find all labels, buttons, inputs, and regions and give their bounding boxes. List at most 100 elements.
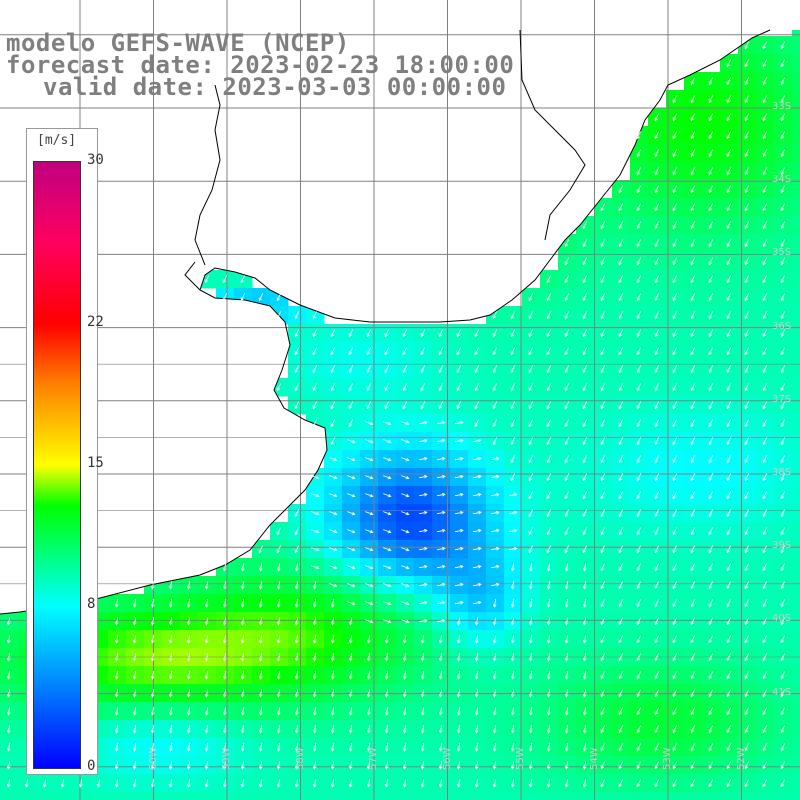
wind-arrow	[708, 311, 714, 320]
wind-arrow	[654, 545, 660, 554]
wind-arrow	[419, 528, 428, 533]
wind-speed-cell	[792, 702, 800, 721]
wind-arrow	[276, 311, 282, 320]
wind-arrow	[491, 492, 500, 497]
wind-arrow	[276, 383, 282, 392]
wind-arrow	[509, 528, 518, 533]
wind-arrow	[6, 779, 11, 788]
wind-arrow	[402, 383, 408, 392]
wind-arrow	[365, 421, 374, 426]
wind-arrow	[564, 437, 570, 446]
wind-arrow	[564, 671, 569, 680]
wind-arrow	[618, 365, 624, 374]
wind-arrow	[708, 293, 714, 302]
wind-arrow	[564, 257, 570, 266]
wind-arrow	[582, 509, 588, 518]
wind-arrow	[438, 635, 443, 644]
wind-arrow	[492, 329, 498, 338]
wind-arrow	[204, 671, 209, 680]
wind-arrow	[294, 653, 299, 662]
wind-arrow	[708, 473, 714, 482]
wind-speed-cell	[576, 792, 595, 800]
wind-speed-cell	[72, 792, 91, 800]
model-title: modelo GEFS-WAVE (NCEP)	[6, 29, 350, 57]
wind-arrow	[636, 311, 642, 320]
wind-arrow	[294, 599, 299, 608]
wind-arrow	[401, 493, 410, 498]
wind-arrow	[186, 671, 191, 680]
wind-arrow	[780, 725, 786, 734]
wind-arrow	[312, 347, 318, 356]
wind-arrow	[186, 635, 191, 644]
wind-speed-cell	[612, 792, 631, 800]
wind-arrow	[780, 617, 786, 626]
wind-arrow	[420, 635, 425, 644]
wind-arrow	[168, 581, 173, 590]
wind-arrow	[492, 365, 498, 374]
wind-arrow	[401, 583, 410, 588]
wind-arrow	[528, 743, 533, 752]
wind-arrow	[672, 257, 678, 266]
wind-arrow	[132, 599, 137, 608]
wind-arrow	[600, 455, 606, 464]
wind-arrow	[708, 221, 714, 230]
latitude-label: 40S	[772, 613, 792, 625]
wind-arrow	[204, 725, 209, 734]
wind-arrow	[348, 635, 353, 644]
wind-arrow	[582, 275, 588, 284]
wind-arrow	[762, 401, 768, 410]
wind-arrow	[636, 167, 642, 176]
wind-arrow	[473, 564, 482, 569]
wind-speed-cell	[792, 306, 800, 325]
wind-arrow	[636, 365, 642, 374]
wind-arrow	[402, 707, 407, 716]
wind-arrow	[347, 475, 356, 480]
wind-arrow	[780, 59, 786, 68]
wind-arrow	[690, 275, 696, 284]
wind-arrow	[384, 329, 390, 338]
wind-arrow	[762, 509, 768, 518]
wind-arrow	[456, 365, 462, 374]
wind-arrow	[582, 365, 588, 374]
wind-speed-cell	[792, 108, 800, 127]
wind-speed-cell	[792, 792, 800, 800]
wind-arrow	[546, 293, 552, 302]
wind-arrow	[114, 707, 119, 716]
wind-arrow	[438, 779, 443, 788]
wind-arrow	[762, 275, 768, 284]
wind-arrow	[672, 545, 678, 554]
wind-arrow	[6, 689, 11, 698]
wind-arrow	[690, 293, 696, 302]
wind-arrow	[546, 509, 552, 518]
wind-arrow	[312, 725, 317, 734]
wind-arrow	[564, 761, 569, 770]
wind-arrow	[528, 437, 534, 446]
wind-arrow	[780, 365, 786, 374]
wind-arrow	[582, 581, 587, 590]
wind-arrow	[240, 599, 245, 608]
wind-arrow	[329, 583, 338, 588]
wind-arrow	[491, 564, 500, 569]
wind-arrow	[258, 671, 263, 680]
wind-arrow	[132, 635, 137, 644]
wind-speed-cell	[306, 792, 325, 800]
wind-arrow	[150, 779, 155, 788]
wind-arrow	[474, 383, 480, 392]
wind-arrow	[528, 329, 534, 338]
wind-arrow	[222, 689, 227, 698]
wind-arrow	[780, 473, 786, 482]
wind-arrow	[618, 311, 624, 320]
wind-arrow	[690, 635, 696, 644]
wind-arrow	[708, 347, 714, 356]
wind-arrow	[654, 653, 660, 662]
wind-arrow	[419, 600, 428, 605]
wind-arrow	[294, 581, 299, 590]
wind-arrow	[365, 493, 374, 498]
wind-arrow	[672, 779, 678, 788]
wind-arrow	[347, 565, 356, 570]
wind-arrow	[672, 599, 678, 608]
wind-arrow	[276, 671, 281, 680]
wind-arrow	[438, 707, 443, 716]
wind-arrow	[600, 527, 606, 536]
